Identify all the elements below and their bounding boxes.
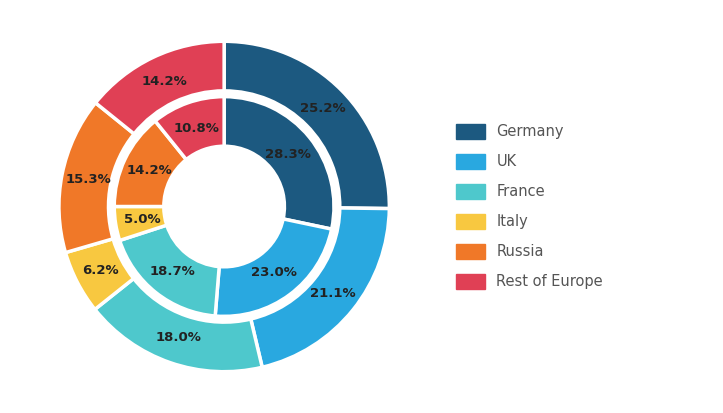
Wedge shape [59, 103, 134, 253]
Wedge shape [155, 97, 224, 159]
Wedge shape [95, 278, 262, 372]
Wedge shape [251, 208, 389, 367]
Text: 10.8%: 10.8% [174, 122, 220, 135]
Wedge shape [224, 41, 389, 209]
Legend: Germany, UK, France, Italy, Russia, Rest of Europe: Germany, UK, France, Italy, Russia, Rest… [455, 124, 603, 289]
Text: 6.2%: 6.2% [82, 264, 119, 277]
Wedge shape [215, 219, 332, 316]
Wedge shape [95, 41, 224, 134]
Text: 23.0%: 23.0% [251, 266, 296, 279]
Text: 18.0%: 18.0% [156, 331, 202, 344]
Wedge shape [114, 206, 167, 240]
Text: 5.0%: 5.0% [124, 213, 161, 226]
Wedge shape [119, 225, 219, 316]
Text: 25.2%: 25.2% [300, 102, 346, 116]
Text: 28.3%: 28.3% [265, 148, 311, 161]
Text: 21.1%: 21.1% [309, 287, 355, 300]
Wedge shape [114, 121, 187, 206]
Wedge shape [224, 97, 334, 229]
Text: 18.7%: 18.7% [150, 265, 196, 278]
Wedge shape [66, 239, 134, 309]
Text: 14.2%: 14.2% [127, 164, 173, 177]
Text: 14.2%: 14.2% [142, 75, 187, 88]
Text: 15.3%: 15.3% [65, 173, 111, 186]
